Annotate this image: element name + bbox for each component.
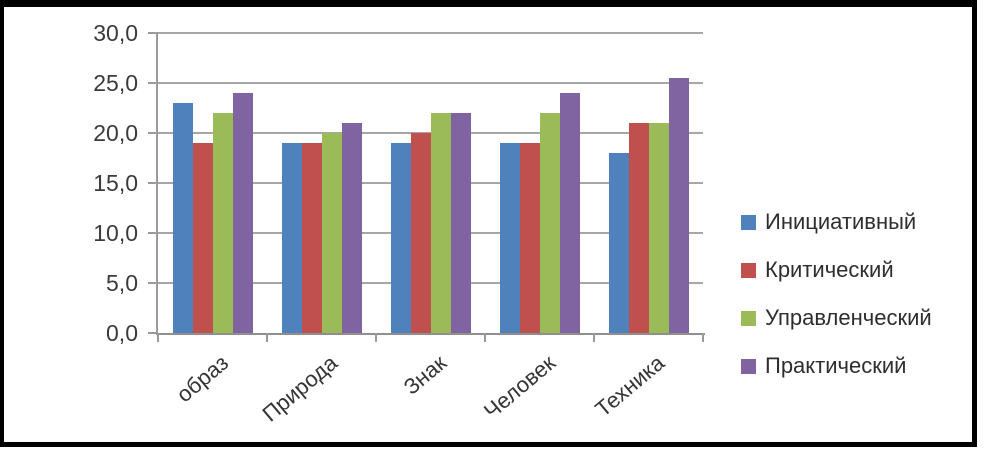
bar-Практический-Природа [341,123,362,333]
x-axis-tick-mark [157,333,159,342]
legend-label: Критический [765,257,894,282]
y-axis-line [156,33,158,335]
y-axis-tick-label: 15,0 [93,170,138,196]
chart-legend: Инициативный Критический Управленческий Пра… [741,0,981,451]
x-axis-tick-mark [484,333,486,342]
bar-Инициативный-Техника [608,153,629,333]
bar-Критический-Человек [519,143,540,333]
legend-label: Практический [765,353,907,378]
legend-swatch-icon [741,214,756,230]
y-axis-tick-mark [148,182,158,184]
bar-Инициативный-образ [172,103,193,333]
bar-Управленческий-Человек [539,113,560,333]
legend-swatch-icon [741,358,756,374]
bar-Инициативный-Знак [390,143,411,333]
legend-item-Управленческий: Управленческий [741,304,932,332]
x-axis-category-label: образ [171,350,233,408]
y-axis-tick-label: 0,0 [106,320,138,346]
legend-label: Управленческий [765,305,932,330]
bar-Практический-Знак [450,113,471,333]
legend-item-Практический: Практический [741,352,906,380]
x-axis-line [156,333,705,335]
x-axis-tick-mark [375,333,377,342]
bar-Критический-образ [192,143,213,333]
x-axis-tick-mark [593,333,595,342]
y-axis-tick-mark [148,32,158,34]
bar-Управленческий-Знак [430,113,451,333]
bar-Управленческий-образ [212,113,233,333]
x-axis-category-label: Знак [398,350,451,400]
x-axis-category-label: Природа [257,350,342,427]
y-axis-tick-label: 5,0 [106,270,138,296]
y-axis-tick-label: 30,0 [93,20,138,46]
legend-item-Инициативный: Инициативный [741,208,916,236]
y-axis-tick-mark [148,132,158,134]
y-axis-tick-label: 25,0 [93,70,138,96]
bar-Практический-Техника [668,78,689,333]
x-axis-tick-mark [702,333,704,342]
legend-label: Инициативный [765,209,917,234]
bar-Критический-Техника [628,123,649,333]
x-axis-category-label: Техника [589,350,669,422]
y-axis-tick-mark [148,232,158,234]
bar-Инициативный-Природа [281,143,302,333]
y-axis-tick-mark [148,82,158,84]
bar-Управленческий-Природа [321,133,342,333]
y-axis-tick-label: 10,0 [93,220,138,246]
x-axis-tick-mark [266,333,268,342]
y-axis-tick-label: 20,0 [93,120,138,146]
y-axis-tick-mark [148,282,158,284]
legend-item-Критический: Критический [741,256,894,284]
bar-Критический-Природа [301,143,322,333]
bar-Инициативный-Человек [499,143,520,333]
bar-Управленческий-Техника [648,123,669,333]
y-axis-tick-mark [148,332,158,334]
gridline [158,82,703,84]
legend-swatch-icon [741,262,756,278]
bar-Практический-образ [232,93,253,333]
x-axis-category-label: Человек [478,350,560,424]
bar-Практический-Человек [559,93,580,333]
bar-Критический-Знак [410,133,431,333]
legend-swatch-icon [741,310,756,326]
gridline [158,32,703,34]
